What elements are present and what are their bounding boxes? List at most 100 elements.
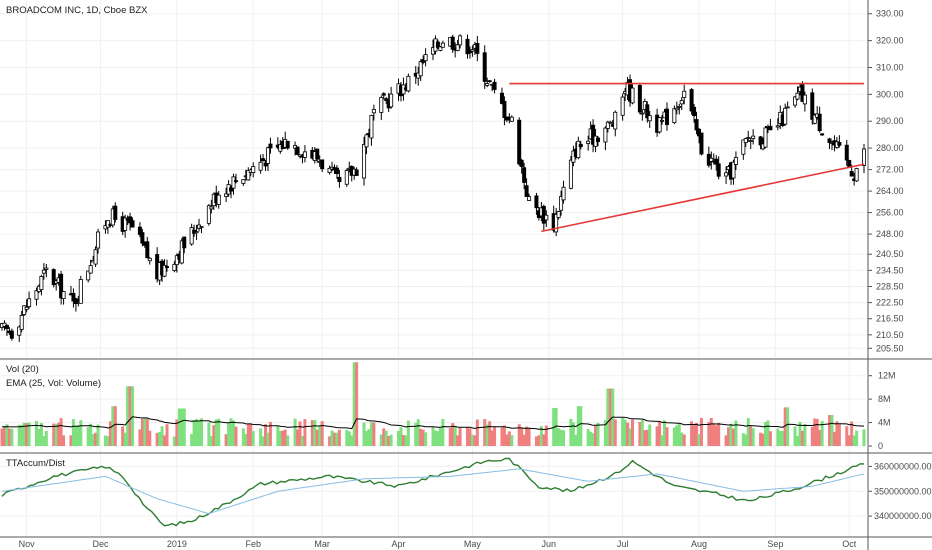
- candle-up: [795, 92, 800, 100]
- candlestick: [783, 103, 788, 126]
- volume-bar: [209, 436, 213, 446]
- candlestick: [4, 324, 9, 337]
- volume-bar: [680, 432, 684, 446]
- price-tick-label: 240.50: [876, 249, 904, 259]
- price-tick-label: 290.00: [876, 116, 904, 126]
- candlestick: [733, 151, 738, 171]
- volume-bar: [71, 419, 75, 446]
- volume-bar: [559, 429, 563, 446]
- volume-bar: [658, 421, 662, 446]
- volume-bar: [261, 436, 265, 446]
- volume-bar: [138, 429, 142, 446]
- candlestick: [458, 34, 463, 49]
- candle-up: [458, 35, 463, 46]
- candlestick: [381, 92, 386, 100]
- candle-down: [492, 81, 497, 90]
- candlestick: [812, 113, 817, 125]
- volume-bar: [0, 428, 4, 446]
- volume-bar: [372, 422, 376, 446]
- candlestick: [793, 96, 798, 108]
- volume-bar: [542, 434, 546, 446]
- date-tick-label: 2019: [167, 539, 187, 549]
- candle-up: [640, 112, 645, 115]
- candle-down: [524, 185, 529, 197]
- volume-bar: [850, 421, 854, 446]
- candle-down: [699, 132, 704, 155]
- candlestick: [216, 191, 221, 209]
- volume-bar: [436, 431, 440, 446]
- candlestick: [534, 192, 539, 215]
- volume-bar: [121, 426, 125, 446]
- volume-bar: [106, 436, 110, 446]
- volume-bar: [682, 434, 686, 446]
- candle-down: [827, 138, 832, 143]
- candle-up: [793, 96, 798, 106]
- volume-bar: [54, 424, 58, 446]
- volume-bar: [123, 432, 127, 446]
- volume-bar: [197, 420, 201, 446]
- volume-bar: [776, 428, 780, 446]
- volume-bar: [44, 430, 48, 446]
- volume-bar: [320, 421, 324, 446]
- volume-bar: [57, 422, 61, 446]
- volume-bar: [569, 418, 573, 446]
- price-tick-label: 256.00: [876, 208, 904, 218]
- volume-bar: [303, 419, 307, 446]
- candlestick: [2, 320, 7, 331]
- candlestick: [561, 180, 566, 204]
- volume-bar: [76, 425, 80, 446]
- volume-bar: [727, 427, 731, 446]
- candlestick: [578, 140, 583, 150]
- candle-up: [199, 226, 204, 229]
- price-tick-label: 216.50: [876, 314, 904, 324]
- volume-bar: [2, 426, 6, 446]
- price-tick-label: 210.50: [876, 330, 904, 340]
- candle-up: [302, 151, 307, 158]
- volume-bar: [488, 421, 492, 446]
- candle-down: [482, 52, 487, 82]
- volume-bar: [379, 434, 383, 446]
- volume-bar: [192, 420, 196, 446]
- candle-down: [450, 36, 455, 50]
- candle-up: [423, 54, 428, 62]
- candle-up: [86, 270, 91, 281]
- candle-down: [637, 85, 642, 113]
- candle-up: [369, 114, 374, 139]
- candlestick: [674, 101, 679, 115]
- volume-bar: [483, 419, 487, 446]
- volume-bar: [643, 430, 647, 446]
- candle-up: [544, 214, 549, 221]
- volume-bar: [39, 423, 43, 446]
- candlestick: [41, 263, 46, 280]
- candle-up: [19, 315, 24, 330]
- price-tick-label: 310.00: [876, 62, 904, 72]
- candle-down: [817, 113, 822, 132]
- volume-bar: [473, 435, 477, 446]
- volume-bar: [246, 424, 250, 446]
- volume-bar: [648, 424, 652, 446]
- volume-bar: [241, 428, 245, 446]
- volume-bar: [103, 435, 107, 446]
- candle-up: [657, 117, 662, 133]
- candle-down: [716, 163, 721, 177]
- candlestick: [467, 46, 472, 59]
- candlestick: [746, 130, 751, 142]
- candle-down: [113, 205, 118, 220]
- candle-down: [140, 232, 145, 244]
- volume-bar: [786, 407, 790, 446]
- candle-down: [334, 167, 339, 174]
- candle-up: [78, 279, 83, 304]
- volume-bar: [862, 429, 866, 446]
- volume-bar: [517, 424, 521, 446]
- candle-up: [527, 196, 532, 201]
- volume-bar: [337, 429, 341, 446]
- candlestick: [647, 110, 652, 128]
- volume-bar: [749, 426, 753, 446]
- candlestick: [140, 228, 145, 247]
- candlestick: [137, 222, 142, 238]
- volume-bar: [623, 419, 627, 446]
- candlestick: [482, 45, 487, 89]
- volume-bar: [108, 421, 112, 446]
- candle-up: [209, 206, 214, 210]
